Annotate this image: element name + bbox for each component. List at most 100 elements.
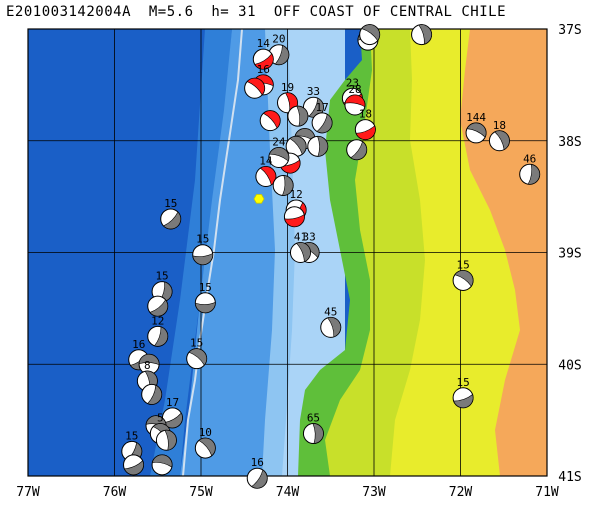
lat-tick-label: 41S — [558, 470, 581, 485]
focal-mechanism[interactable]: 46 — [519, 152, 541, 185]
focal-mechanism[interactable]: 14 — [255, 155, 277, 188]
beachball-compression — [284, 214, 305, 227]
beachball-compression — [289, 136, 307, 155]
focal-mechanism[interactable]: 20 — [268, 33, 290, 66]
focal-mechanism[interactable] — [272, 174, 294, 196]
focal-mechanism[interactable]: 15 — [452, 376, 474, 409]
beachball-compression — [262, 110, 281, 129]
focal-mechanism[interactable]: 15 — [160, 197, 182, 230]
focal-mechanism[interactable]: 10 — [194, 426, 216, 459]
beachball-compression — [466, 122, 487, 138]
event-depth-label: 45 — [324, 305, 337, 318]
focal-mechanism[interactable]: 65 — [302, 412, 324, 445]
event-depth-label: 23 — [346, 76, 359, 89]
beachball-compression — [344, 94, 366, 108]
beachball-compression — [147, 384, 162, 405]
focal-mechanism[interactable] — [147, 295, 169, 317]
focal-mechanism[interactable] — [307, 135, 329, 157]
focal-mechanism[interactable] — [259, 110, 281, 132]
focal-mechanism[interactable]: 15 — [194, 281, 216, 314]
beachball-compression — [350, 141, 367, 160]
focal-mechanism[interactable]: 144 — [465, 111, 487, 144]
focal-mechanism[interactable]: 17 — [311, 101, 333, 134]
trench-line — [182, 29, 243, 476]
beachball-compression — [195, 302, 216, 314]
event-depth-label: 20 — [272, 33, 285, 46]
focal-mechanism[interactable]: 45 — [320, 305, 342, 338]
focal-mechanism[interactable] — [244, 77, 266, 99]
event-depth-label: 12 — [151, 314, 164, 327]
focal-mechanism[interactable] — [285, 135, 307, 157]
map-frame — [27, 28, 548, 477]
beachball-compression — [163, 211, 182, 230]
beachball-compression — [296, 105, 309, 127]
focal-mechanism[interactable]: 17 — [161, 396, 183, 429]
focal-mechanism[interactable]: 16 — [246, 456, 268, 489]
focal-mechanism[interactable] — [287, 105, 309, 127]
event-depth-label: 14 — [257, 37, 271, 50]
beachball-compression — [188, 348, 207, 366]
event-depth-label: 15 — [199, 281, 212, 294]
event-depth-label: 5 — [157, 412, 164, 425]
beachball-compression — [317, 136, 329, 157]
lat-tick-label: 38S — [558, 135, 581, 150]
beachball-compression — [159, 281, 173, 302]
beachball-compression — [198, 437, 216, 457]
beachball-compression — [527, 164, 540, 185]
beachball-compression — [274, 44, 290, 65]
event-depth-label: 19 — [281, 81, 294, 94]
focal-mechanism[interactable] — [141, 383, 163, 405]
event-depth-label: 28 — [348, 83, 361, 96]
event-depth-label: 15 — [125, 429, 138, 442]
focal-mechanism[interactable]: 18 — [354, 108, 376, 141]
beachball-compression — [355, 125, 376, 140]
event-depth-label: 16 — [257, 63, 270, 76]
event-depth-label: 41 — [294, 231, 307, 244]
focal-mechanism[interactable]: 12 — [147, 314, 169, 347]
event-depth-label: 17 — [166, 396, 179, 409]
beachball-compression — [312, 423, 324, 444]
event-depth-label: 65 — [307, 412, 320, 425]
beachball-compression — [153, 326, 169, 347]
focal-mechanism[interactable] — [283, 206, 305, 228]
focal-mechanism[interactable] — [359, 24, 381, 46]
focal-mechanism[interactable]: 15 — [452, 258, 474, 291]
focal-mechanism[interactable]: 41 — [289, 231, 311, 263]
focal-mechanism[interactable] — [346, 139, 368, 161]
beachball-compression — [282, 175, 294, 196]
focal-mechanism[interactable] — [151, 454, 173, 476]
event-depth-label: 14 — [259, 155, 273, 168]
focal-mechanism[interactable]: 24 — [268, 136, 290, 169]
focal-mechanism[interactable]: 18 — [488, 119, 510, 152]
beachball-compression — [123, 460, 144, 475]
focal-mechanism[interactable]: 28 — [344, 83, 366, 116]
beachball-compression — [164, 430, 177, 451]
focal-mechanism[interactable]: 19 — [277, 81, 298, 114]
focal-mechanism[interactable]: 15 — [186, 337, 208, 370]
focal-mechanism[interactable] — [138, 353, 160, 375]
lat-tick-label: 39S — [558, 247, 581, 262]
event-depth-label: 16 — [251, 456, 264, 469]
beachball-compression — [163, 412, 183, 429]
lon-tick-label: 75W — [189, 485, 213, 500]
focal-mechanism[interactable]: 33 — [302, 85, 324, 118]
beachball-compression — [251, 469, 268, 489]
map-title: E201003142004A M=5.6 h= 31 OFF COAST OF … — [6, 4, 507, 20]
beachball-compression — [138, 354, 160, 366]
lon-tick-label: 73W — [362, 485, 386, 500]
focal-mechanism[interactable] — [155, 429, 177, 451]
beachball-compression — [151, 454, 173, 468]
focal-mechanism[interactable] — [411, 24, 433, 46]
beachball-compression — [494, 130, 510, 151]
beachball-compression — [192, 253, 213, 265]
focal-mechanism[interactable]: 14 — [252, 37, 274, 70]
beachball-compression — [296, 242, 311, 263]
event-depth-label: 18 — [493, 119, 506, 132]
event-depth-label: 33 — [307, 85, 320, 98]
focal-mechanism[interactable] — [123, 454, 145, 476]
focal-mechanism[interactable]: 15 — [192, 233, 214, 266]
event-depth-label: 46 — [523, 152, 536, 165]
lon-tick-label: 77W — [16, 485, 40, 500]
